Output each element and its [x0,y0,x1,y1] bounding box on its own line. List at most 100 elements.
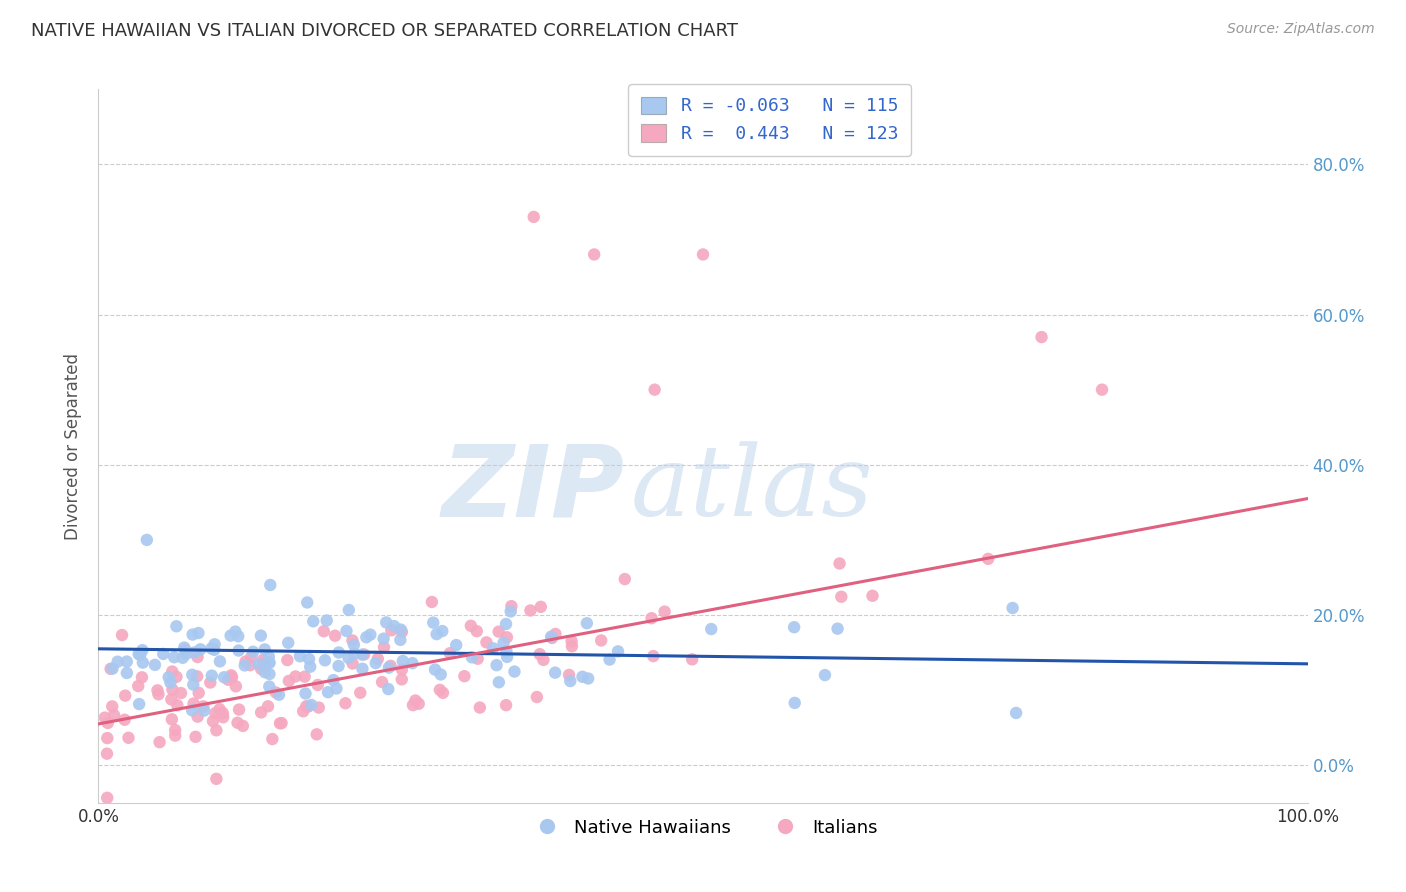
Point [205,772,228,786]
Point [599,652,621,666]
Point [228,702,250,716]
Point [193,704,215,718]
Point [783,696,806,710]
Point [211,706,233,720]
Point [575,616,598,631]
Point [288,649,311,664]
Point [257,699,280,714]
Point [495,698,517,713]
Point [496,649,519,664]
Point [830,590,852,604]
Point [212,710,235,724]
Point [444,638,467,652]
Point [181,703,204,717]
Point [257,656,280,670]
Point [186,669,208,683]
Point [170,686,193,700]
Point [495,617,517,632]
Point [475,635,498,649]
Point [526,690,548,704]
Point [571,670,593,684]
Point [259,578,281,592]
Point [308,700,330,714]
Point [337,651,360,665]
Point [148,687,170,701]
Point [295,595,318,609]
Point [201,668,224,682]
Point [302,615,325,629]
Point [561,634,583,648]
Point [305,727,328,741]
Point [315,614,337,628]
Point [239,658,262,673]
Point [328,659,350,673]
Point [184,730,207,744]
Point [519,603,541,617]
Point [342,633,364,648]
Point [523,210,546,224]
Point [111,628,134,642]
Point [373,640,395,655]
Point [115,665,138,680]
Point [242,645,264,659]
Point [325,681,347,696]
Point [129,648,152,662]
Point [100,662,122,676]
Point [186,650,208,665]
Point [391,624,413,639]
Point [467,652,489,666]
Point [335,696,357,710]
Point [314,653,336,667]
Point [114,713,136,727]
Point [205,723,228,738]
Point [692,247,714,261]
Point [152,647,174,661]
Point [391,663,413,677]
Point [259,656,281,670]
Point [541,631,564,645]
Point [681,652,703,666]
Point [115,655,138,669]
Point [270,716,292,731]
Point [131,643,153,657]
Point [323,629,346,643]
Point [375,615,398,630]
Point [322,673,344,687]
Point [488,624,510,639]
Point [233,658,256,673]
Point [503,665,526,679]
Point [228,643,250,657]
Point [128,647,150,661]
Point [96,747,118,761]
Point [221,670,243,684]
Point [349,686,371,700]
Point [558,668,581,682]
Point [295,699,318,714]
Point [389,632,412,647]
Y-axis label: Divorced or Separated: Divorced or Separated [65,352,83,540]
Point [485,658,508,673]
Point [252,653,274,667]
Point [162,665,184,679]
Point [544,627,567,641]
Point [343,647,366,661]
Point [264,685,287,699]
Point [247,657,270,672]
Point [607,644,630,658]
Point [253,665,276,680]
Point [488,675,510,690]
Point [408,697,430,711]
Point [392,654,415,668]
Point [828,557,851,571]
Point [143,657,166,672]
Point [640,611,662,625]
Point [461,650,484,665]
Point [224,624,246,639]
Point [352,662,374,676]
Point [217,673,239,687]
Point [166,698,188,713]
Point [353,648,375,662]
Point [101,662,124,676]
Point [422,615,444,630]
Point [202,642,225,657]
